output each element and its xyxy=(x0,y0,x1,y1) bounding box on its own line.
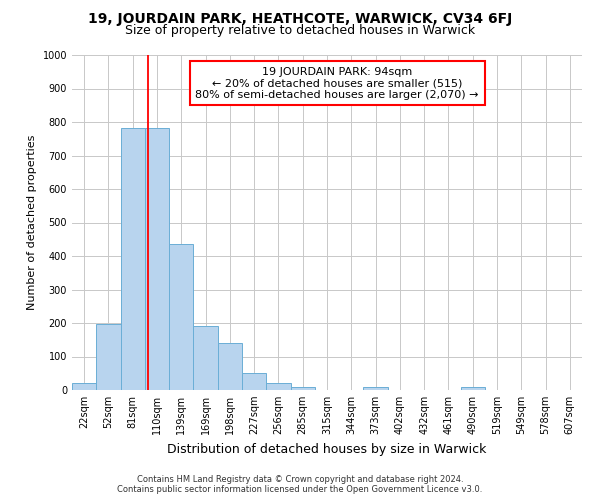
Bar xyxy=(96,324,121,390)
Bar xyxy=(218,343,242,390)
Bar xyxy=(266,384,290,390)
Bar xyxy=(72,384,96,390)
Bar xyxy=(364,386,388,390)
Bar xyxy=(145,128,169,390)
Bar xyxy=(121,128,145,390)
Text: Size of property relative to detached houses in Warwick: Size of property relative to detached ho… xyxy=(125,24,475,37)
Text: 19 JOURDAIN PARK: 94sqm
← 20% of detached houses are smaller (515)
80% of semi-d: 19 JOURDAIN PARK: 94sqm ← 20% of detache… xyxy=(196,66,479,100)
Bar xyxy=(242,373,266,390)
Bar xyxy=(169,244,193,390)
Y-axis label: Number of detached properties: Number of detached properties xyxy=(27,135,37,310)
Bar xyxy=(193,326,218,390)
X-axis label: Distribution of detached houses by size in Warwick: Distribution of detached houses by size … xyxy=(167,442,487,456)
Bar xyxy=(461,386,485,390)
Text: 19, JOURDAIN PARK, HEATHCOTE, WARWICK, CV34 6FJ: 19, JOURDAIN PARK, HEATHCOTE, WARWICK, C… xyxy=(88,12,512,26)
Text: Contains HM Land Registry data © Crown copyright and database right 2024.
Contai: Contains HM Land Registry data © Crown c… xyxy=(118,474,482,494)
Bar xyxy=(290,386,315,390)
